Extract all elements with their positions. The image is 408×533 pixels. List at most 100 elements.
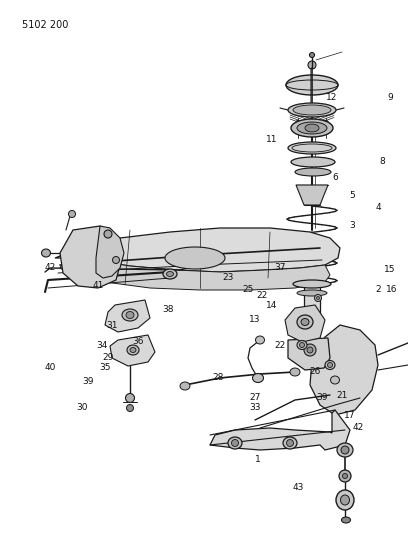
Ellipse shape [310,52,315,58]
Text: 38: 38 [162,305,174,314]
Ellipse shape [341,517,350,523]
Ellipse shape [126,311,134,319]
Text: 42: 42 [44,263,55,272]
Ellipse shape [305,124,319,132]
Polygon shape [304,285,320,330]
Polygon shape [55,228,340,272]
Ellipse shape [69,211,75,217]
Ellipse shape [42,249,51,257]
Text: 5: 5 [349,190,355,199]
Text: 31: 31 [106,320,118,329]
Ellipse shape [180,382,190,390]
Text: 41: 41 [92,280,104,289]
Text: 30: 30 [76,403,88,413]
Polygon shape [296,185,328,205]
Ellipse shape [317,296,319,300]
Ellipse shape [337,443,353,457]
Ellipse shape [299,343,304,348]
Ellipse shape [113,256,120,263]
Polygon shape [60,226,122,288]
Ellipse shape [166,271,173,277]
Text: 12: 12 [326,93,338,102]
Text: 34: 34 [96,341,108,350]
Text: 17: 17 [344,410,356,419]
Text: 16: 16 [386,286,398,295]
Ellipse shape [307,347,313,353]
Text: 33: 33 [249,403,261,413]
Text: 13: 13 [249,316,261,325]
Ellipse shape [342,473,348,479]
Polygon shape [105,300,150,332]
Text: 40: 40 [44,364,55,373]
Text: 43: 43 [292,483,304,492]
Ellipse shape [328,362,333,367]
Ellipse shape [291,157,335,167]
Text: 37: 37 [274,263,286,272]
Text: 8: 8 [379,157,385,166]
Text: 29: 29 [102,353,114,362]
Text: 11: 11 [266,135,278,144]
Ellipse shape [330,376,339,384]
Ellipse shape [341,495,350,505]
Ellipse shape [228,437,242,449]
Text: 22: 22 [274,341,286,350]
Polygon shape [288,338,330,370]
Polygon shape [210,410,350,450]
Text: 15: 15 [384,265,396,274]
Ellipse shape [130,348,136,352]
Polygon shape [110,335,155,366]
Text: 42: 42 [353,424,364,432]
Ellipse shape [295,168,331,176]
Ellipse shape [286,75,338,95]
Text: 4: 4 [375,204,381,213]
Text: 21: 21 [336,392,348,400]
Ellipse shape [341,446,349,454]
Text: 14: 14 [266,301,278,310]
Ellipse shape [127,345,139,355]
Ellipse shape [286,440,293,447]
Ellipse shape [297,290,327,296]
Text: 25: 25 [242,286,254,295]
Text: 5102 200: 5102 200 [22,20,69,30]
Ellipse shape [104,230,112,238]
Text: 26: 26 [309,367,321,376]
Ellipse shape [288,142,336,154]
Ellipse shape [293,280,331,288]
Ellipse shape [126,405,133,411]
Text: 23: 23 [222,273,234,282]
Ellipse shape [253,374,264,383]
Ellipse shape [231,440,239,447]
Ellipse shape [165,247,225,269]
Ellipse shape [297,122,327,134]
Text: 2: 2 [375,286,381,295]
Ellipse shape [297,315,313,329]
Polygon shape [310,325,378,415]
Ellipse shape [325,360,335,369]
Text: 39: 39 [316,393,328,402]
Ellipse shape [301,319,309,326]
Text: 36: 36 [132,337,144,346]
Ellipse shape [308,61,316,69]
Text: 22: 22 [256,290,268,300]
Polygon shape [60,258,330,290]
Ellipse shape [304,344,316,356]
Ellipse shape [288,103,336,117]
Ellipse shape [315,295,322,302]
Ellipse shape [255,336,264,344]
Ellipse shape [291,119,333,137]
Ellipse shape [283,437,297,449]
Ellipse shape [293,105,331,115]
Ellipse shape [324,120,328,125]
Text: 35: 35 [99,364,111,373]
Ellipse shape [290,368,300,376]
Text: 9: 9 [387,93,393,102]
Text: 1: 1 [255,456,261,464]
Polygon shape [96,226,124,278]
Ellipse shape [122,309,138,321]
Text: 28: 28 [212,374,224,383]
Ellipse shape [295,120,301,125]
Ellipse shape [163,269,177,279]
Polygon shape [285,305,325,342]
Ellipse shape [339,470,351,482]
Ellipse shape [126,393,135,402]
